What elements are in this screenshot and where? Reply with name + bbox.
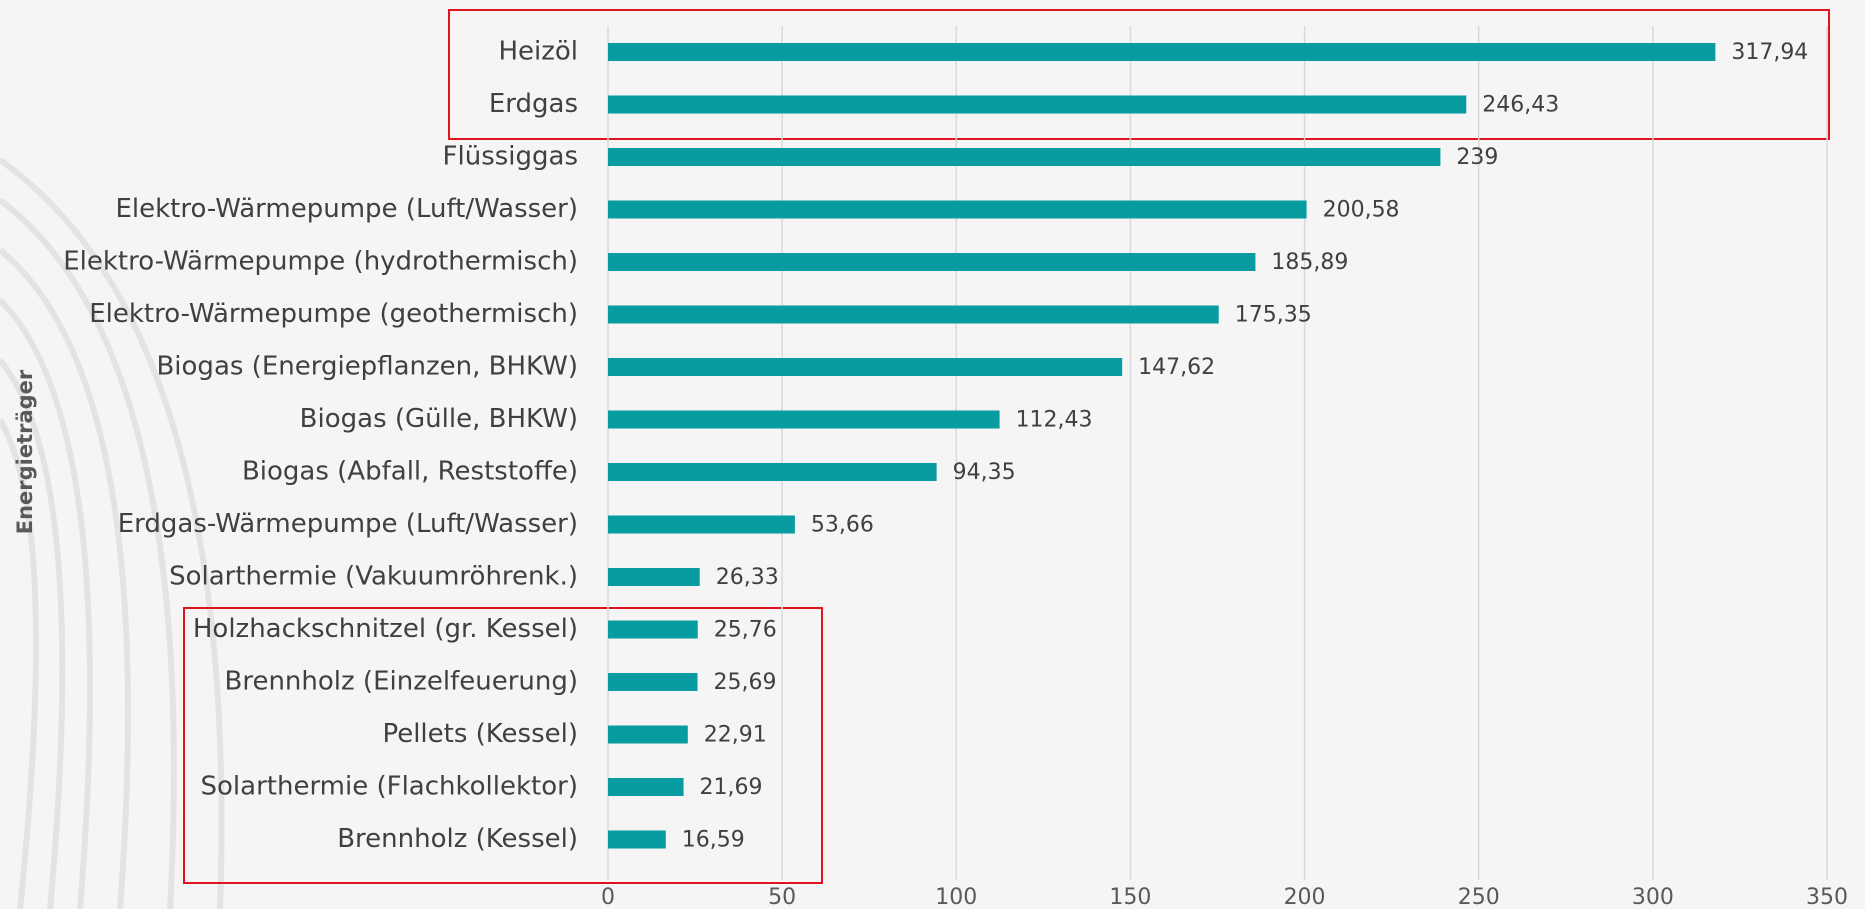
y-tick-label: Erdgas xyxy=(489,89,578,119)
y-tick-label: Holzhackschnitzel (gr. Kessel) xyxy=(193,614,578,644)
bar xyxy=(608,568,700,586)
y-tick-label: Pellets (Kessel) xyxy=(382,719,578,749)
data-label: 200,58 xyxy=(1323,198,1400,223)
y-tick-label: Biogas (Gülle, BHKW) xyxy=(300,404,578,434)
bar xyxy=(608,830,666,849)
y-tick-label: Biogas (Abfall, Reststoffe) xyxy=(242,457,578,487)
y-tick-label: Elektro-Wärmepumpe (Luft/Wasser) xyxy=(115,194,578,224)
bar xyxy=(608,358,1123,376)
x-tick-label: 0 xyxy=(601,885,615,909)
bar xyxy=(608,673,698,691)
data-label: 112,43 xyxy=(1016,408,1093,433)
y-tick-label: Biogas (Energiepflanzen, BHKW) xyxy=(156,352,578,382)
y-tick-label: Solarthermie (Vakuumröhrenk.) xyxy=(169,562,578,592)
bar xyxy=(608,95,1467,114)
data-label: 175,35 xyxy=(1235,303,1312,328)
data-label: 147,62 xyxy=(1138,355,1215,380)
data-label: 239 xyxy=(1456,145,1498,170)
x-tick-label: 350 xyxy=(1806,885,1848,909)
x-tick-label: 300 xyxy=(1632,885,1674,909)
bar xyxy=(608,463,937,481)
data-label: 94,35 xyxy=(953,460,1016,485)
data-label: 53,66 xyxy=(811,513,874,538)
bar xyxy=(608,253,1256,271)
x-tick-label: 200 xyxy=(1284,885,1326,909)
bar xyxy=(608,148,1441,166)
highlight-box xyxy=(448,9,1830,140)
bar xyxy=(608,305,1219,324)
x-tick-label: 250 xyxy=(1458,885,1500,909)
y-tick-label: Brennholz (Kessel) xyxy=(337,824,578,854)
y-tick-label: Flüssiggas xyxy=(443,142,578,172)
data-label: 185,89 xyxy=(1271,250,1348,275)
bar xyxy=(608,620,698,639)
bar xyxy=(608,43,1716,61)
y-tick-label: Brennholz (Einzelfeuerung) xyxy=(225,667,579,697)
y-tick-label: Elektro-Wärmepumpe (hydrothermisch) xyxy=(63,247,578,277)
data-label: 16,59 xyxy=(682,828,745,853)
data-label: 26,33 xyxy=(716,565,779,590)
data-label: 25,76 xyxy=(714,618,777,643)
highlight-box xyxy=(183,607,823,884)
data-label: 21,69 xyxy=(700,775,763,800)
bar xyxy=(608,515,795,534)
y-tick-label: Erdgas-Wärmepumpe (Luft/Wasser) xyxy=(118,509,578,539)
bar xyxy=(608,410,1000,429)
bar xyxy=(608,725,688,744)
y-tick-label: Elektro-Wärmepumpe (geothermisch) xyxy=(89,299,578,329)
data-label: 22,91 xyxy=(704,723,767,748)
bar xyxy=(608,200,1307,219)
y-tick-label: Heizöl xyxy=(498,37,578,67)
data-label: 25,69 xyxy=(713,670,776,695)
x-tick-label: 150 xyxy=(1109,885,1151,909)
bar xyxy=(608,778,684,796)
data-label: 317,94 xyxy=(1731,40,1808,65)
x-tick-label: 100 xyxy=(935,885,977,909)
background-fingerprint xyxy=(0,157,225,909)
data-label: 246,43 xyxy=(1482,93,1559,118)
x-tick-label: 50 xyxy=(768,885,796,909)
y-axis-title: Energieträger xyxy=(13,369,37,534)
y-tick-label: Solarthermie (Flachkollektor) xyxy=(201,772,578,802)
